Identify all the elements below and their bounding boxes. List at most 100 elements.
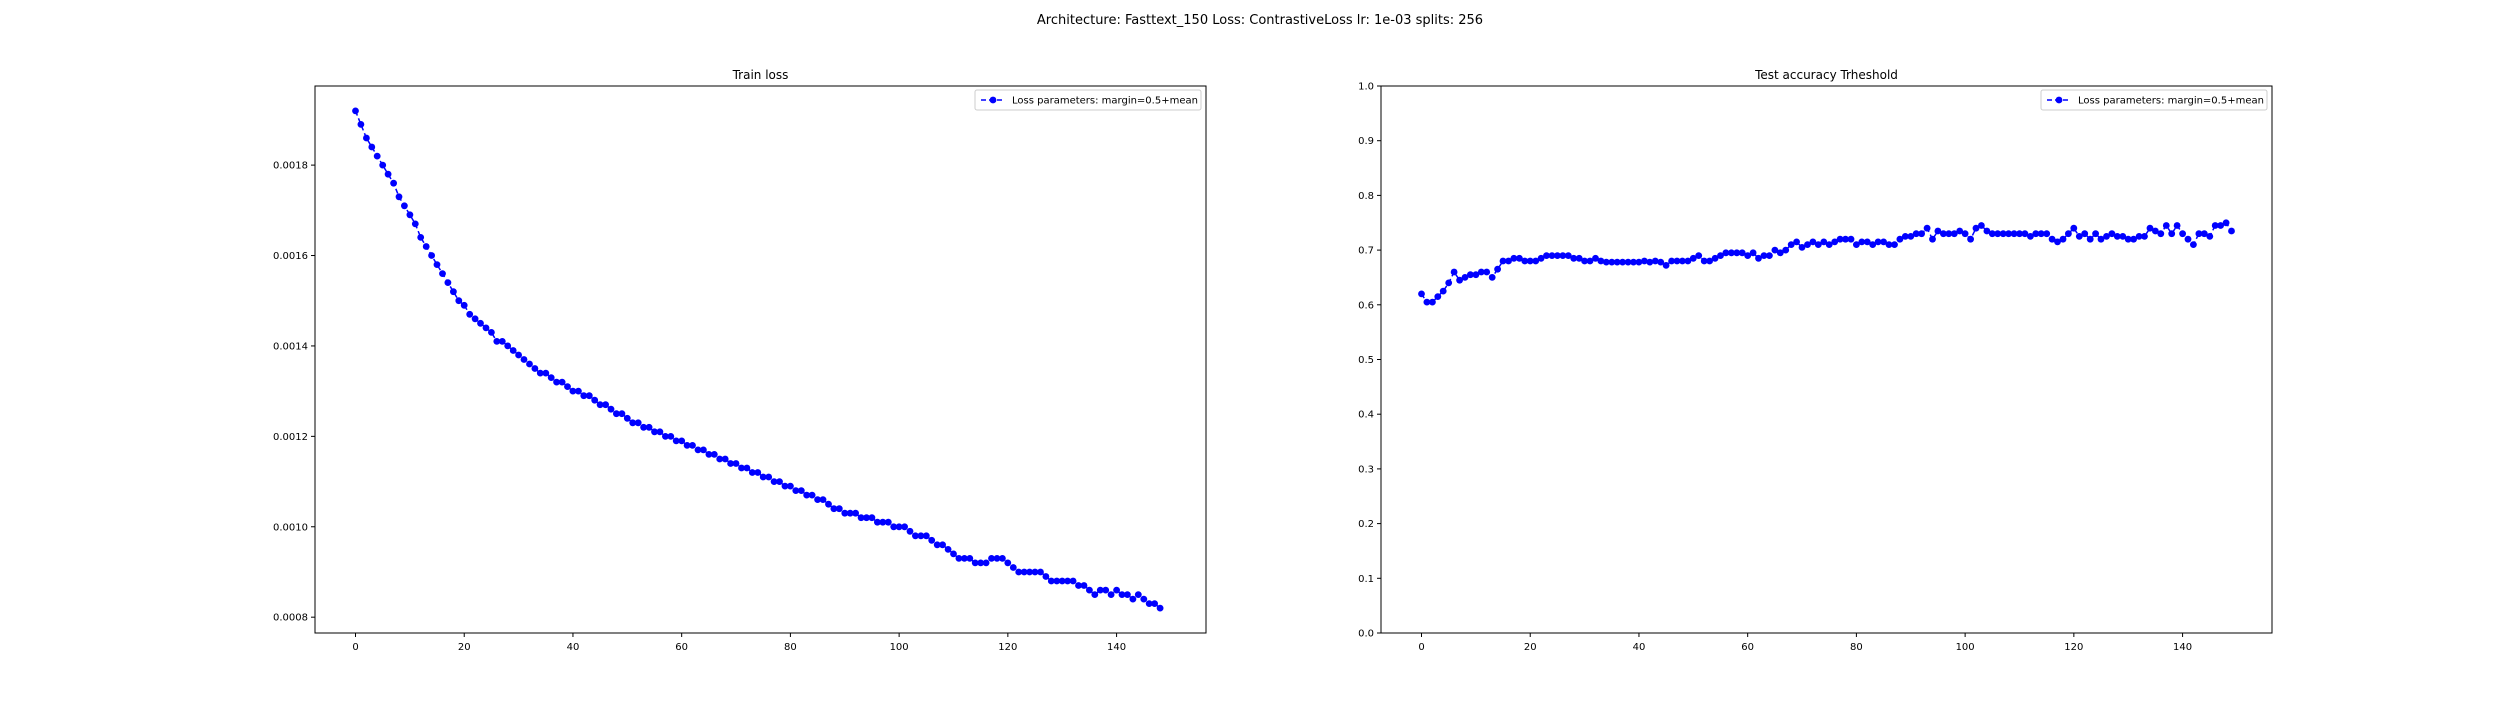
data-point bbox=[868, 514, 876, 522]
data-point bbox=[455, 297, 463, 305]
data-point bbox=[1809, 238, 1817, 246]
data-point bbox=[759, 473, 767, 481]
data-point bbox=[710, 451, 718, 458]
y-tick-label: 0.0016 bbox=[273, 251, 308, 262]
axes-title: Train loss bbox=[732, 68, 789, 82]
data-point bbox=[1994, 230, 2002, 238]
data-point bbox=[835, 505, 843, 513]
data-point bbox=[1706, 257, 1713, 265]
data-point bbox=[384, 170, 392, 178]
y-tick-label: 0.0008 bbox=[273, 613, 308, 624]
data-point bbox=[2130, 235, 2138, 243]
data-point bbox=[2016, 230, 2023, 238]
data-point bbox=[716, 455, 724, 463]
data-point bbox=[955, 555, 963, 562]
data-point bbox=[1733, 249, 1741, 257]
data-point bbox=[417, 234, 425, 241]
data-point bbox=[743, 464, 751, 472]
data-point bbox=[901, 523, 908, 531]
data-point bbox=[1042, 573, 1050, 580]
data-point bbox=[727, 460, 734, 467]
data-point bbox=[1031, 568, 1039, 576]
data-point bbox=[2228, 227, 2235, 235]
data-point bbox=[2222, 219, 2230, 227]
data-point bbox=[1940, 230, 1947, 238]
data-point bbox=[1836, 235, 1844, 243]
data-point bbox=[411, 220, 419, 228]
data-point bbox=[1978, 222, 1985, 229]
data-point bbox=[944, 546, 952, 553]
y-tick-label: 0.1 bbox=[1358, 574, 1374, 585]
data-point bbox=[2021, 230, 2029, 238]
data-point bbox=[640, 423, 647, 431]
data-point bbox=[1477, 268, 1485, 276]
data-point bbox=[536, 369, 544, 377]
y-tick-label: 1.0 bbox=[1358, 82, 1374, 93]
data-point bbox=[1961, 230, 1969, 238]
data-point bbox=[433, 261, 441, 268]
data-point bbox=[2048, 235, 2056, 243]
data-point bbox=[1064, 577, 1071, 585]
data-point bbox=[1880, 238, 1887, 246]
data-point bbox=[504, 342, 512, 350]
data-point bbox=[1499, 257, 1507, 265]
data-point bbox=[1847, 235, 1855, 243]
data-point bbox=[1526, 257, 1534, 265]
data-point bbox=[471, 315, 479, 323]
data-point bbox=[1472, 271, 1480, 279]
data-point bbox=[2168, 230, 2176, 238]
data-point bbox=[890, 523, 898, 531]
data-point bbox=[1037, 568, 1044, 576]
data-point bbox=[906, 527, 914, 535]
data-point bbox=[1602, 258, 1610, 266]
data-point bbox=[558, 378, 566, 386]
data-point bbox=[1494, 265, 1501, 273]
data-point bbox=[1651, 257, 1659, 265]
data-point bbox=[1760, 252, 1768, 259]
data-point bbox=[645, 423, 653, 431]
x-tick-label: 120 bbox=[2064, 642, 2083, 653]
data-point bbox=[596, 401, 604, 409]
data-point bbox=[1575, 254, 1583, 262]
data-point bbox=[917, 532, 925, 540]
data-point bbox=[819, 496, 827, 503]
data-point bbox=[373, 152, 381, 160]
data-point bbox=[439, 270, 446, 277]
data-point bbox=[1053, 577, 1061, 585]
data-point bbox=[1874, 238, 1882, 246]
y-tick-label: 0.8 bbox=[1358, 191, 1374, 202]
data-point bbox=[1728, 249, 1735, 257]
data-point bbox=[2135, 233, 2143, 240]
data-point bbox=[2173, 222, 2181, 229]
data-point bbox=[1863, 238, 1871, 246]
data-point bbox=[1456, 276, 1463, 284]
data-point bbox=[444, 279, 452, 286]
data-point bbox=[2092, 230, 2100, 238]
data-point bbox=[1722, 249, 1730, 257]
data-point bbox=[1896, 235, 1904, 243]
data-point bbox=[1695, 252, 1703, 259]
data-point bbox=[1755, 254, 1762, 262]
data-point bbox=[1918, 230, 1925, 238]
data-point bbox=[1673, 257, 1681, 265]
data-point bbox=[2157, 230, 2165, 238]
x-tick-label: 0 bbox=[352, 642, 358, 653]
train-loss-plot: Train loss 0 20 40 60 80 100 120 140 0.0008 0.0010… bbox=[273, 68, 1207, 653]
data-point bbox=[1597, 257, 1605, 265]
data-point bbox=[1445, 279, 1453, 287]
data-point bbox=[1825, 241, 1833, 249]
data-point bbox=[765, 473, 773, 481]
data-point bbox=[1662, 262, 1670, 269]
data-point bbox=[1814, 241, 1822, 249]
data-point bbox=[1668, 257, 1675, 265]
data-point bbox=[1689, 254, 1697, 262]
data-point bbox=[1559, 252, 1567, 259]
x-tick-label: 60 bbox=[1741, 642, 1754, 653]
data-point bbox=[1423, 298, 1431, 306]
data-point bbox=[651, 428, 658, 436]
data-point bbox=[950, 550, 957, 558]
data-point bbox=[846, 509, 854, 517]
data-point bbox=[1858, 238, 1866, 246]
data-point bbox=[2124, 235, 2132, 243]
